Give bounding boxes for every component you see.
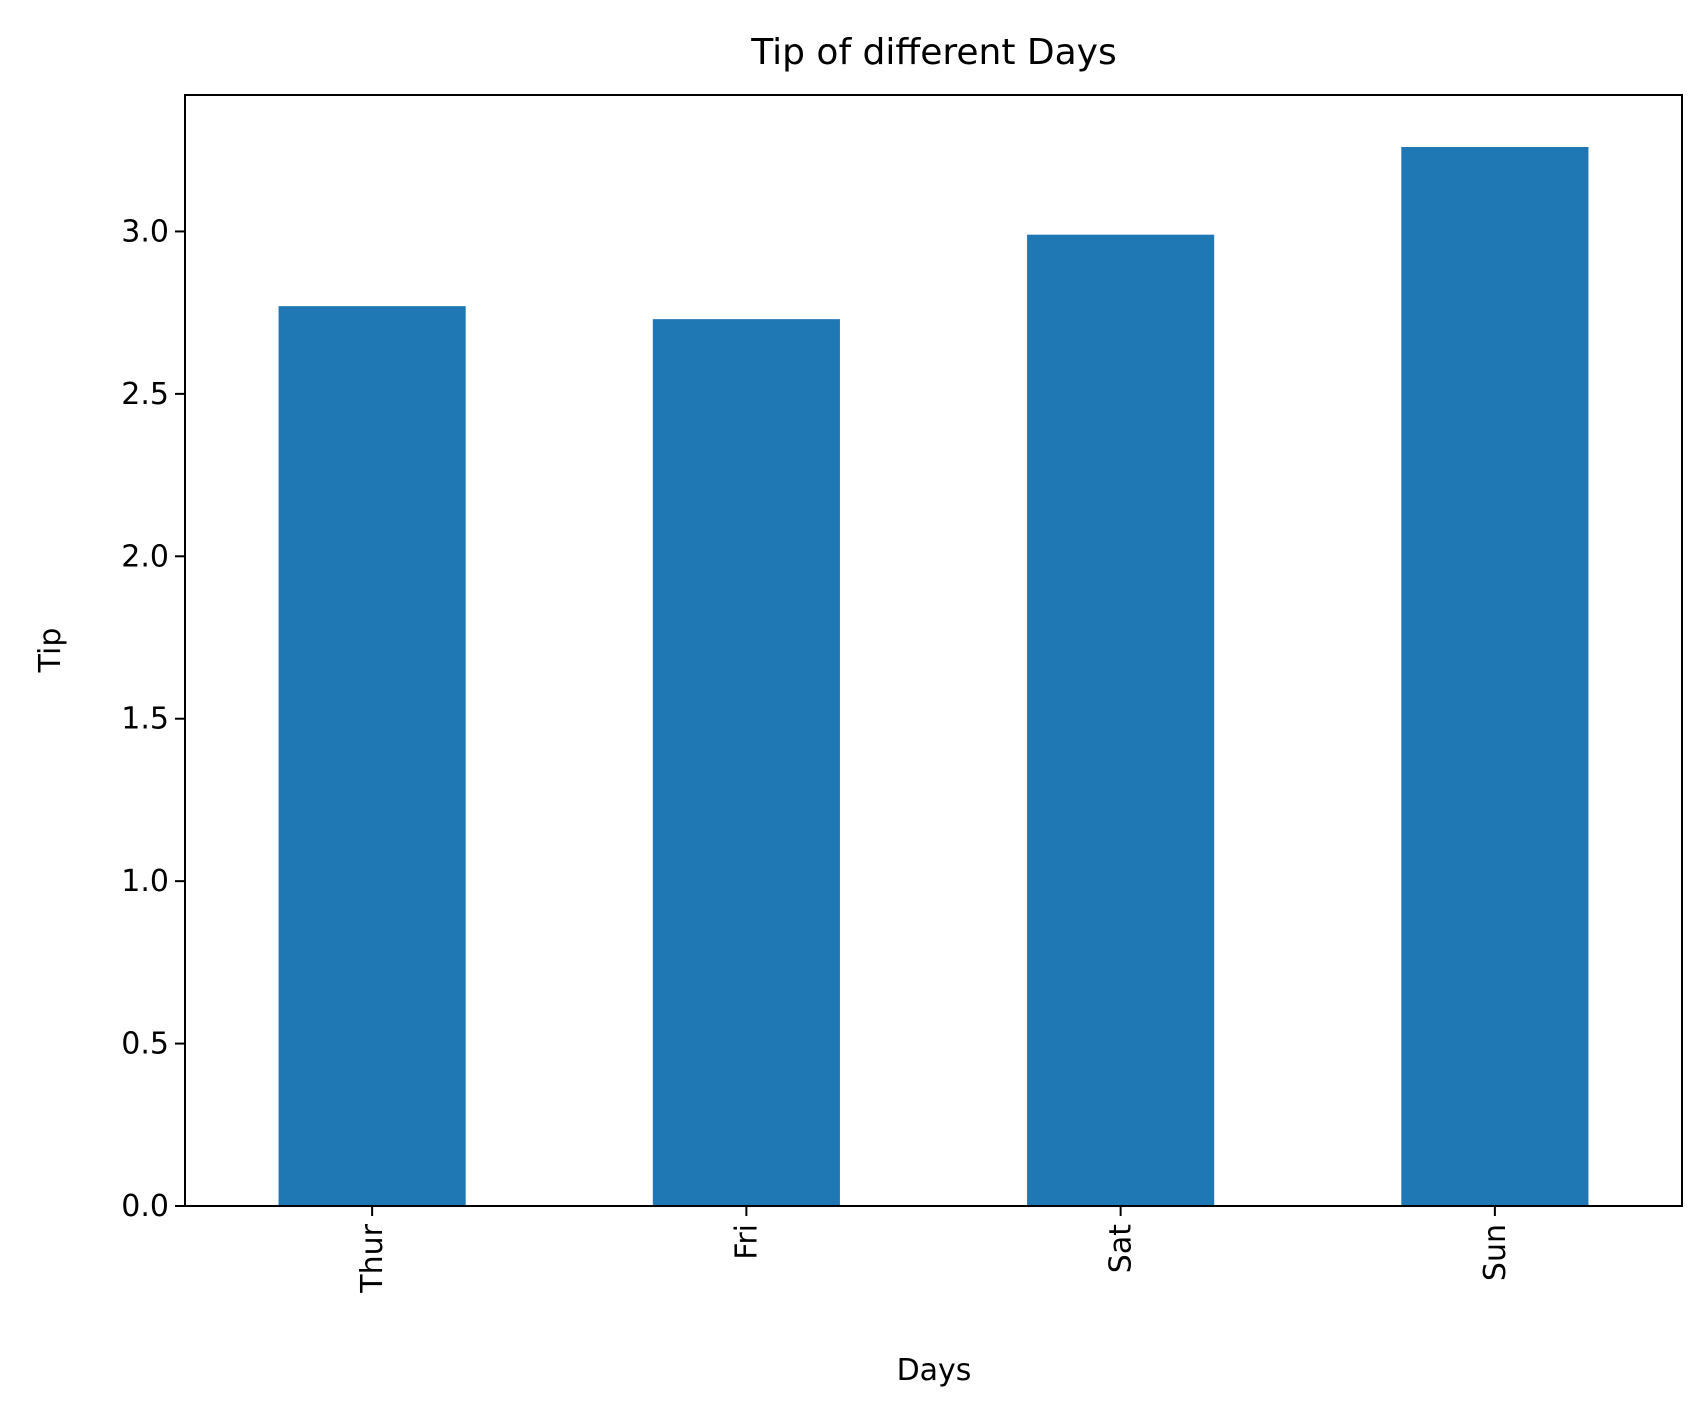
- x-tick-label-fri: Fri: [729, 1224, 764, 1260]
- y-axis-label: Tip: [33, 628, 68, 674]
- y-tick-label: 2.5: [121, 377, 169, 412]
- x-tick-label-sun: Sun: [1478, 1224, 1513, 1281]
- x-tick-label-sat: Sat: [1104, 1224, 1139, 1273]
- x-axis-ticks: Thur Fri Sat Sun: [355, 1206, 1513, 1294]
- y-tick-label: 0.5: [121, 1027, 169, 1062]
- bar-sat: [1027, 234, 1215, 1206]
- y-tick-label: 3.0: [121, 214, 169, 249]
- y-tick-label: 0.0: [121, 1189, 169, 1224]
- y-tick-label: 1.5: [121, 702, 169, 737]
- bar-sun: [1401, 146, 1589, 1207]
- bar-thur: [278, 306, 466, 1206]
- bars-layer: [278, 146, 1589, 1207]
- x-axis-label: Days: [897, 1353, 972, 1388]
- y-axis-ticks: 0.0 0.5 1.0 1.5 2.0 2.5 3.0: [121, 214, 185, 1224]
- bar-fri: [652, 319, 840, 1206]
- chart-title: Tip of different Days: [750, 32, 1117, 73]
- y-tick-label: 1.0: [121, 864, 169, 899]
- x-tick-label-thur: Thur: [355, 1223, 390, 1293]
- plot-area-frame: [184, 94, 1683, 1207]
- y-tick-label: 2.0: [121, 539, 169, 574]
